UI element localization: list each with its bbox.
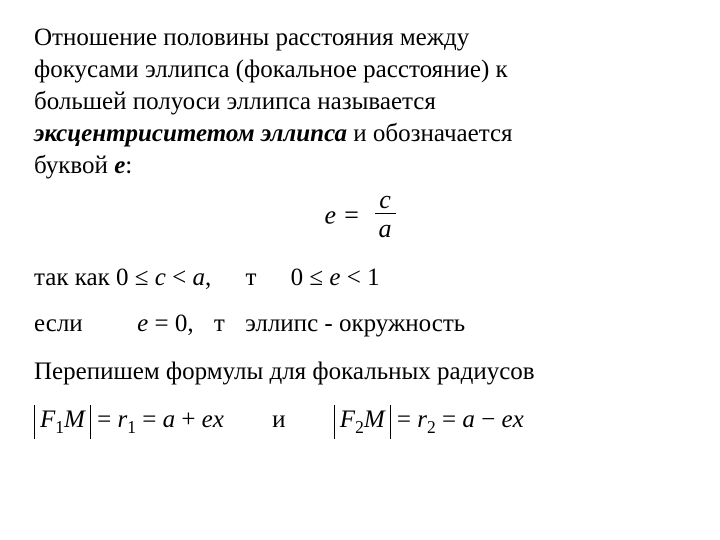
line-if: если e = 0, т эллипс - окружность	[34, 308, 686, 340]
fraction: c a	[375, 186, 396, 244]
formula-eccentricity: e = c a	[34, 186, 686, 244]
para-line-4: и обозначается	[347, 120, 513, 147]
rel2-lt1: < 1	[340, 264, 379, 291]
para-line-3: большей полуоси эллипса называется	[34, 88, 436, 115]
para-line-1: Отношение половины расстояния между	[34, 24, 469, 51]
rel2-e: e	[329, 264, 340, 291]
abs-F2M: F2M	[334, 405, 391, 438]
para-line-2: фокусами эллипса (фокальное расстояние) …	[34, 56, 508, 83]
para-colon: :	[125, 152, 132, 179]
if-mid: т	[214, 310, 225, 337]
rel1-a: 0 ≤	[116, 264, 155, 291]
if-tail: эллипс - окружность	[245, 310, 465, 337]
line-rewrite: Перепишем формулы для фокальных радиусов	[34, 356, 686, 388]
rel2-a: 0 ≤	[291, 264, 330, 291]
rel1-comma: ,	[205, 264, 211, 291]
slide-content: Отношение половины расстояния между фоку…	[0, 0, 720, 459]
since-prefix: так как	[34, 264, 116, 291]
and-label: и	[272, 406, 285, 433]
if-eq0: = 0,	[148, 310, 193, 337]
abs-F1M: F1M	[34, 405, 91, 438]
line-since: так как 0 ≤ c < a, т 0 ≤ e < 1	[34, 262, 686, 294]
fraction-num: c	[375, 186, 396, 214]
since-mid: т	[245, 264, 256, 291]
if-e: e	[137, 310, 148, 337]
if-prefix: если	[34, 310, 83, 337]
fraction-den: a	[375, 214, 396, 244]
para-line-5a: буквой	[34, 152, 114, 179]
term-eccentricity: эксцентриситетом эллипса	[34, 120, 347, 147]
definition-paragraph: Отношение половины расстояния между фоку…	[34, 22, 686, 182]
rel1-lt: <	[166, 264, 193, 291]
letter-e: е	[114, 152, 125, 179]
formula-lhs: e =	[324, 200, 360, 229]
line-focal-radii: F1M = r1 = a + ex и F2M = r2 = a − ex	[34, 404, 686, 438]
rel1-c: c	[155, 264, 166, 291]
rel1-a-var: a	[192, 264, 205, 291]
